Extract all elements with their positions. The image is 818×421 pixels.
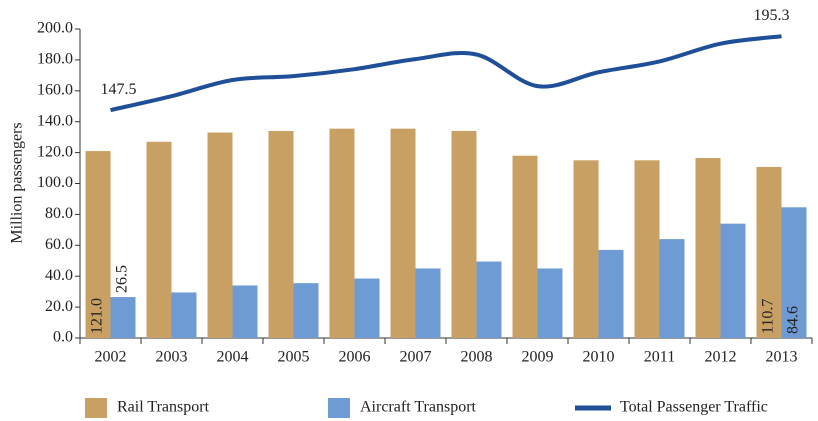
bar [659,239,685,338]
bar [171,292,197,338]
x-tick-label: 2006 [339,349,371,366]
x-tick-label: 2009 [522,349,554,366]
x-tick-label: 2005 [278,349,310,366]
x-tick-label: 2012 [705,349,737,366]
y-tick-label: 100.0 [37,174,73,191]
x-tick-label: 2010 [583,349,615,366]
data-label: 195.3 [754,7,790,24]
data-label: 121.0 [89,298,106,334]
legend-label: Total Passenger Traffic [620,399,768,416]
y-tick-label: 200.0 [37,20,73,37]
y-tick-label: 0.0 [53,329,73,346]
bar [85,151,111,338]
y-axis-label: Million passengers [9,122,26,243]
y-tick-label: 40.0 [45,267,73,284]
x-tick-label: 2011 [644,349,675,366]
y-tick-label: 120.0 [37,143,73,160]
bar [781,207,807,338]
bar [537,268,563,338]
legend-label: Aircraft Transport [360,399,477,416]
bar [720,223,746,338]
x-tick-label: 2002 [95,349,127,366]
bar [329,128,355,338]
legend-label: Rail Transport [117,399,210,416]
bar [232,285,258,338]
bar [415,268,441,338]
bar [268,130,294,338]
x-tick-label: 2003 [156,349,188,366]
y-tick-label: 180.0 [37,51,73,68]
bar [573,160,599,338]
bar [390,128,416,338]
y-tick-label: 160.0 [37,81,73,98]
x-tick-label: 2004 [217,349,249,366]
x-tick-label: 2013 [766,349,798,366]
legend-swatch [575,405,611,411]
legend-swatch [85,398,107,418]
y-tick-label: 20.0 [45,298,73,315]
bar [512,155,538,338]
legend-swatch [328,398,350,418]
bar [756,166,782,338]
x-tick-label: 2008 [461,349,493,366]
y-tick-label: 140.0 [37,112,73,129]
data-label: 84.6 [785,306,802,334]
bar [354,278,380,338]
bar [451,130,477,338]
bar [146,141,172,338]
data-label: 147.5 [101,81,137,98]
y-tick-label: 60.0 [45,236,73,253]
bar [476,261,502,338]
x-tick-label: 2007 [400,349,432,366]
line [110,34,782,113]
bar [634,160,660,338]
bar [598,249,624,338]
data-label: 110.7 [760,299,777,334]
data-label: 26.5 [114,265,131,293]
bar [207,132,233,338]
y-tick-label: 80.0 [45,205,73,222]
bar [110,297,136,338]
bar [695,158,721,338]
bar [293,283,319,338]
